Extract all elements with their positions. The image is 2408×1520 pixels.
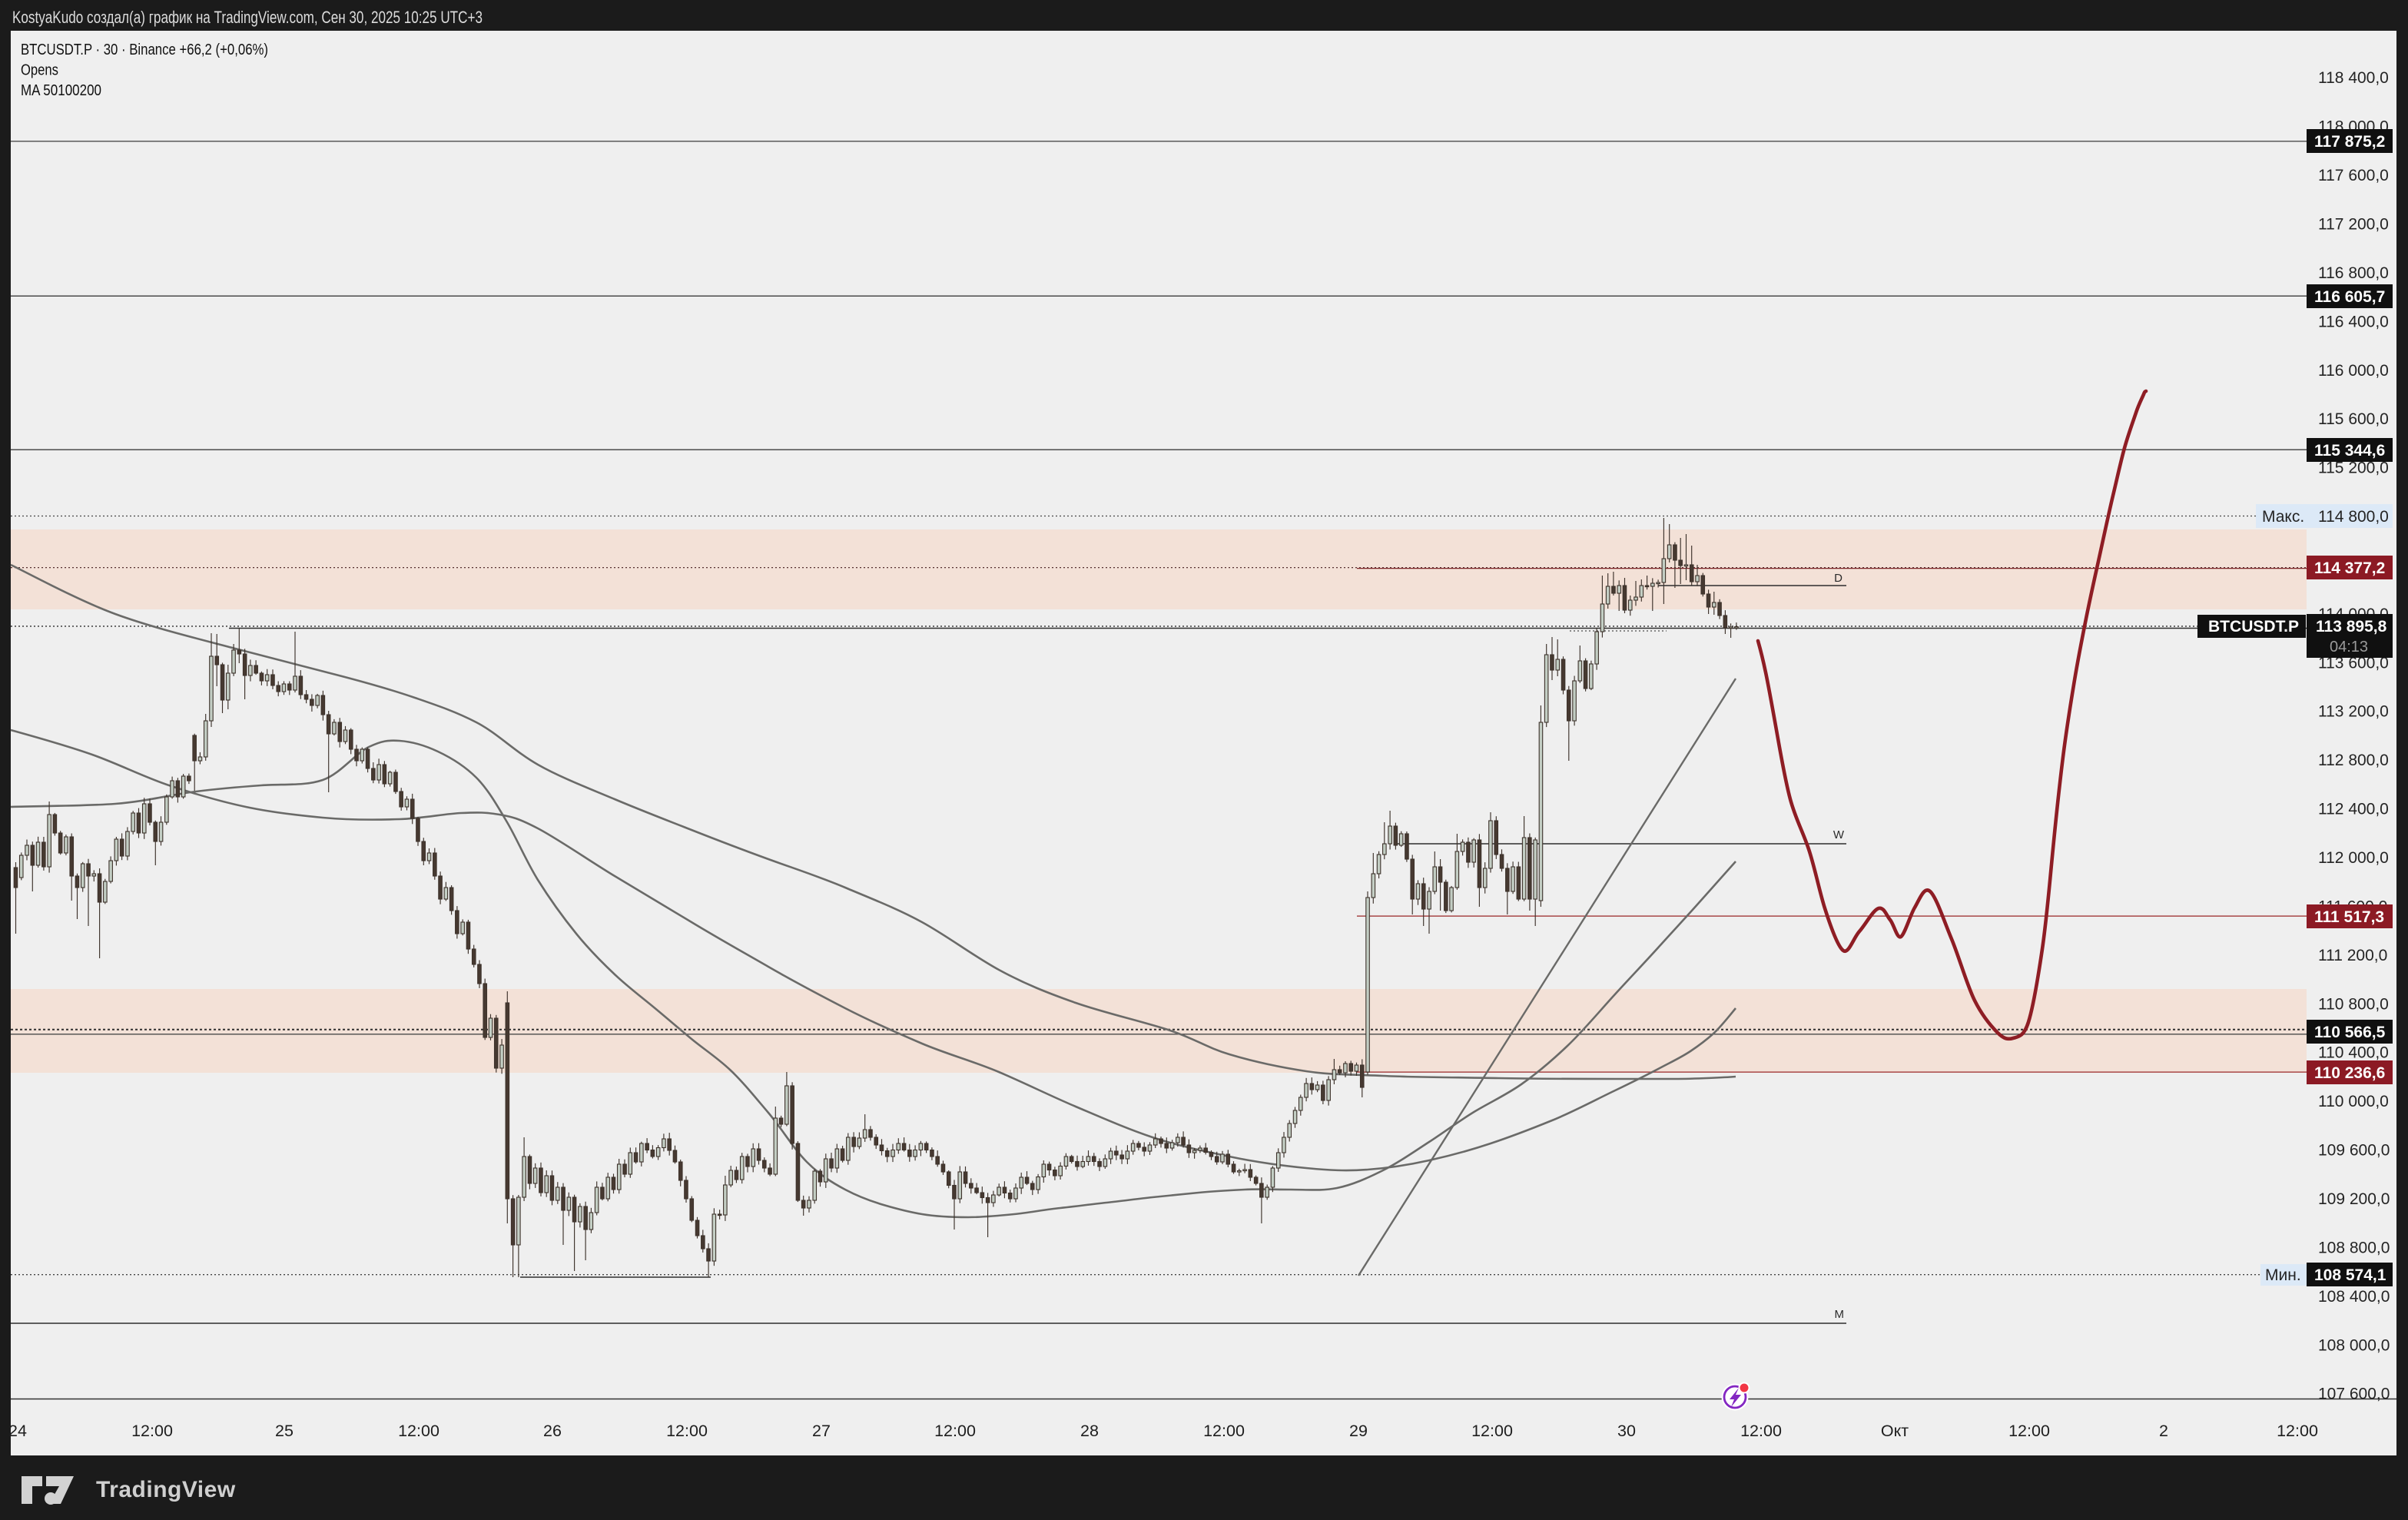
svg-text:114 800,0: 114 800,0 <box>2318 508 2389 526</box>
svg-text:29: 29 <box>1349 1422 1368 1440</box>
svg-text:111 200,0: 111 200,0 <box>2318 947 2387 964</box>
svg-text:117 875,2: 117 875,2 <box>2314 133 2385 151</box>
svg-text:110 000,0: 110 000,0 <box>2318 1093 2389 1110</box>
svg-text:MA 50100200: MA 50100200 <box>21 82 101 99</box>
svg-text:107 600,0: 107 600,0 <box>2318 1386 2390 1403</box>
svg-text:117 600,0: 117 600,0 <box>2318 167 2389 184</box>
svg-text:110 800,0: 110 800,0 <box>2318 995 2389 1013</box>
svg-text:114 377,2: 114 377,2 <box>2314 559 2385 577</box>
svg-text:110 400,0: 110 400,0 <box>2318 1044 2389 1062</box>
svg-text:113 200,0: 113 200,0 <box>2318 703 2389 721</box>
svg-text:Окт: Окт <box>1881 1422 1909 1440</box>
svg-text:111 517,3: 111 517,3 <box>2314 908 2384 926</box>
svg-text:2: 2 <box>2159 1422 2168 1440</box>
svg-text:116 800,0: 116 800,0 <box>2318 264 2389 282</box>
svg-text:TradingView: TradingView <box>96 1477 236 1502</box>
svg-text:25: 25 <box>275 1422 294 1440</box>
svg-text:04:13: 04:13 <box>2330 639 2368 655</box>
svg-text:12:00: 12:00 <box>1203 1422 1245 1440</box>
svg-text:118 400,0: 118 400,0 <box>2318 69 2389 87</box>
svg-text:109 600,0: 109 600,0 <box>2318 1142 2390 1160</box>
svg-text:117 200,0: 117 200,0 <box>2318 216 2389 234</box>
svg-text:116 000,0: 116 000,0 <box>2318 362 2389 380</box>
svg-text:24: 24 <box>8 1422 27 1440</box>
svg-text:115 344,6: 115 344,6 <box>2314 442 2385 460</box>
svg-text:Макс.: Макс. <box>2262 508 2304 526</box>
svg-text:110 236,6: 110 236,6 <box>2314 1064 2385 1082</box>
svg-text:BTCUSDT.P: BTCUSDT.P <box>2208 618 2299 636</box>
svg-text:108 574,1: 108 574,1 <box>2314 1266 2386 1284</box>
svg-text:116 605,7: 116 605,7 <box>2314 288 2385 306</box>
svg-text:115 600,0: 115 600,0 <box>2318 410 2389 428</box>
svg-text:12:00: 12:00 <box>131 1422 173 1440</box>
svg-text:KostyaKudo создал(а) график на: KostyaKudo создал(а) график на TradingVi… <box>12 8 483 27</box>
svg-text:D: D <box>1834 572 1842 585</box>
svg-text:Opens: Opens <box>21 62 58 79</box>
svg-text:28: 28 <box>1080 1422 1099 1440</box>
svg-text:113 895,8: 113 895,8 <box>2316 618 2387 636</box>
svg-text:116 400,0: 116 400,0 <box>2318 313 2389 330</box>
svg-text:110 566,5: 110 566,5 <box>2314 1024 2386 1041</box>
svg-text:109 200,0: 109 200,0 <box>2318 1190 2390 1208</box>
svg-text:W: W <box>1833 828 1845 841</box>
svg-text:M: M <box>1835 1308 1845 1321</box>
svg-text:108 400,0: 108 400,0 <box>2318 1288 2390 1306</box>
svg-text:12:00: 12:00 <box>1740 1422 1782 1440</box>
svg-text:112 400,0: 112 400,0 <box>2318 801 2389 818</box>
svg-text:113 600,0: 113 600,0 <box>2318 654 2389 672</box>
svg-text:27: 27 <box>812 1422 831 1440</box>
svg-text:12:00: 12:00 <box>2277 1422 2318 1440</box>
svg-text:115 200,0: 115 200,0 <box>2318 460 2389 477</box>
svg-text:26: 26 <box>543 1422 562 1440</box>
svg-text:BTCUSDT.P · 30 · Binance +66,: BTCUSDT.P · 30 · Binance +66,2 (+0,06%) <box>21 41 268 58</box>
svg-text:12:00: 12:00 <box>666 1422 708 1440</box>
svg-text:12:00: 12:00 <box>398 1422 439 1440</box>
svg-text:12:00: 12:00 <box>934 1422 976 1440</box>
svg-text:Мин.: Мин. <box>2265 1266 2301 1284</box>
svg-text:30: 30 <box>1617 1422 1636 1440</box>
svg-text:108 800,0: 108 800,0 <box>2318 1239 2390 1256</box>
svg-text:112 000,0: 112 000,0 <box>2318 849 2389 867</box>
svg-text:108 000,0: 108 000,0 <box>2318 1336 2390 1354</box>
svg-text:12:00: 12:00 <box>2008 1422 2050 1440</box>
svg-text:112 800,0: 112 800,0 <box>2318 752 2389 769</box>
svg-text:12:00: 12:00 <box>1471 1422 1513 1440</box>
